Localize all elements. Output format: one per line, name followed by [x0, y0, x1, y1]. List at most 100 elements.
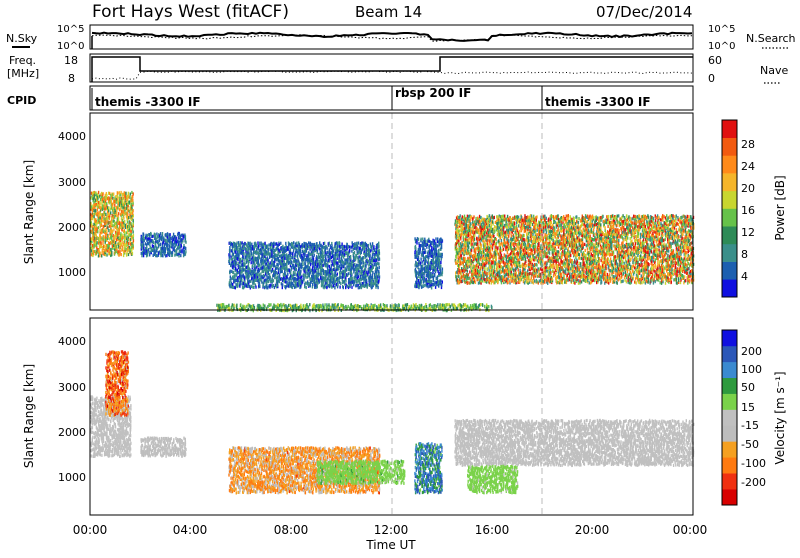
echo-cell: [294, 244, 297, 248]
echo-cell: [357, 275, 359, 279]
echo-cell: [337, 249, 339, 253]
echo-cell: [286, 267, 288, 271]
echo-cell: [247, 275, 249, 279]
echo-cell: [365, 254, 367, 258]
echo-cell: [115, 200, 117, 204]
echo-cell: [231, 247, 234, 251]
echo-cell: [304, 251, 306, 255]
echo-cell: [109, 234, 112, 238]
echo-cell: [178, 250, 181, 254]
echo-cell: [368, 279, 370, 283]
echo-cell: [433, 272, 436, 277]
echo-cell: [288, 277, 290, 281]
echo-cell: [441, 283, 443, 287]
echo-cell: [317, 244, 320, 248]
echo-cell: [90, 221, 92, 225]
echo-cell: [302, 244, 304, 248]
echo-cell: [314, 267, 316, 271]
echo-cell: [496, 268, 498, 273]
echo-cell: [304, 253, 306, 257]
echo-cell: [182, 246, 185, 250]
echo-cell: [124, 248, 126, 252]
echo-cell: [333, 264, 335, 268]
echo-cell: [239, 243, 241, 247]
echo-cell: [231, 269, 233, 273]
echo-cell: [496, 222, 498, 226]
echo-cell: [269, 254, 272, 258]
echo-cell: [264, 285, 266, 289]
echo-cell: [427, 279, 430, 283]
echo-cell: [375, 283, 377, 287]
echo-cell: [378, 262, 380, 266]
echo-cell: [420, 268, 422, 272]
echo-cell: [140, 240, 142, 244]
echo-cell: [427, 265, 429, 269]
echo-cell: [95, 230, 97, 234]
echo-cell: [295, 280, 297, 284]
echo-cell: [498, 239, 500, 243]
echo-cell: [322, 258, 325, 262]
echo-cell: [245, 256, 247, 260]
echo-cell: [325, 264, 327, 268]
echo-cell: [468, 245, 470, 249]
echo-cell: [182, 254, 185, 258]
echo-cell: [281, 248, 284, 252]
echo-cell: [131, 207, 133, 211]
echo-cell: [281, 253, 284, 257]
echo-cell: [484, 230, 487, 234]
echo-cell: [106, 221, 108, 225]
echo-cell: [251, 245, 254, 249]
echo-cell: [131, 224, 133, 228]
echo-cell: [275, 270, 277, 275]
echo-cell: [272, 246, 275, 250]
echo-cell: [236, 246, 238, 250]
echo-cell: [440, 260, 442, 265]
echo-cell: [348, 284, 350, 288]
echo-cell: [107, 226, 109, 230]
echo-cell: [321, 248, 323, 252]
echo-cell: [422, 284, 424, 288]
echo-cell: [460, 223, 462, 228]
echo-cell: [179, 247, 181, 251]
echo-cell: [331, 281, 334, 285]
echo-cell: [277, 271, 280, 275]
echo-cell: [239, 269, 241, 273]
echo-cell: [105, 212, 107, 216]
echo-cell: [430, 284, 432, 288]
echo-cell: [122, 246, 124, 250]
echo-cell: [246, 265, 248, 269]
echo-cell: [430, 272, 432, 276]
echo-cell: [125, 212, 127, 216]
echo-cell: [476, 275, 478, 279]
echo-cell: [91, 217, 94, 221]
echo-cell: [234, 276, 236, 280]
echo-cell: [244, 263, 246, 267]
echo-cell: [432, 278, 434, 283]
echo-cell: [156, 236, 158, 240]
echo-cell: [100, 223, 102, 227]
echo-cell: [248, 241, 250, 246]
echo-cell: [108, 229, 110, 233]
echo-cell: [320, 255, 323, 259]
echo-cell: [297, 273, 299, 277]
echo-cell: [184, 235, 187, 239]
echo-cell: [279, 277, 281, 281]
echo-cell: [284, 264, 286, 268]
echo-cell: [242, 273, 244, 277]
echo-cell: [125, 247, 127, 251]
echo-cell: [118, 221, 121, 225]
echo-cell: [108, 197, 111, 201]
echo-cell: [349, 283, 351, 287]
echo-cell: [237, 264, 239, 268]
echo-cell: [103, 237, 105, 241]
echo-cell: [144, 242, 147, 246]
echo-cell: [337, 261, 339, 265]
echo-cell: [334, 273, 336, 277]
echo-cell: [331, 241, 333, 246]
echo-cell: [414, 252, 416, 256]
cpid-segment-3: themis -3300 IF: [545, 95, 651, 109]
echo-cell: [359, 251, 362, 255]
echo-cell: [150, 251, 152, 255]
echo-cell: [127, 208, 130, 212]
echo-cell: [265, 257, 267, 261]
